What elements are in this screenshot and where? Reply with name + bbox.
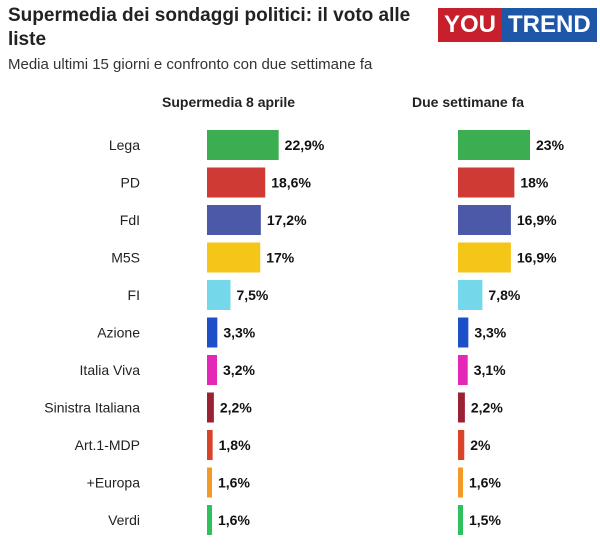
column-header-current: Supermedia 8 aprile <box>162 94 296 110</box>
value-label-previous: 16,9% <box>517 212 557 228</box>
value-label-current: 22,9% <box>285 137 325 153</box>
value-label-current: 3,2% <box>223 362 255 378</box>
value-label-current: 17% <box>266 250 295 266</box>
value-label-current: 2,2% <box>220 400 252 416</box>
bar-current <box>207 355 218 385</box>
value-label-previous: 18% <box>520 175 549 191</box>
bar-current <box>207 430 213 460</box>
value-label-previous: 1,5% <box>469 512 501 528</box>
bar-previous <box>458 130 530 160</box>
bar-current <box>207 392 214 423</box>
bar-current <box>207 280 231 310</box>
bar-current <box>207 205 261 235</box>
category-label: Azione <box>97 325 140 341</box>
value-label-previous: 2,2% <box>471 400 503 416</box>
bar-previous <box>458 430 465 460</box>
bar-current <box>207 467 213 498</box>
category-label: M5S <box>111 250 140 266</box>
bar-previous <box>458 205 511 235</box>
bar-current <box>207 505 213 535</box>
value-label-current: 18,6% <box>271 175 311 191</box>
value-label-previous: 3,1% <box>474 362 506 378</box>
value-label-current: 1,6% <box>218 475 250 491</box>
value-label-current: 3,3% <box>223 325 255 341</box>
bar-current <box>207 130 279 160</box>
column-header-previous: Due settimane fa <box>412 94 525 110</box>
category-label: FdI <box>120 212 140 228</box>
value-label-previous: 16,9% <box>517 250 557 266</box>
value-label-current: 7,5% <box>236 287 268 303</box>
category-label: FI <box>128 287 140 303</box>
value-label-previous: 3,3% <box>474 325 506 341</box>
value-label-previous: 23% <box>536 137 565 153</box>
bar-current <box>207 242 261 273</box>
category-label: PD <box>121 175 140 191</box>
bar-previous <box>458 317 469 348</box>
chart-title: Supermedia dei sondaggi politici: il vot… <box>8 5 411 50</box>
chart-subtitle: Media ultimi 15 giorni e confronto con d… <box>8 56 373 73</box>
bar-current <box>207 317 218 348</box>
category-label: Italia Viva <box>80 362 141 378</box>
value-label-previous: 1,6% <box>469 475 501 491</box>
value-label-current: 1,6% <box>218 512 250 528</box>
logo-part-trend: TREND <box>502 8 597 42</box>
category-label: Sinistra Italiana <box>44 400 140 416</box>
bar-previous <box>458 505 463 535</box>
value-label-current: 17,2% <box>267 212 307 228</box>
category-label: Art.1-MDP <box>75 437 140 453</box>
bar-previous <box>458 167 515 198</box>
bar-current <box>207 167 266 198</box>
category-label: Lega <box>109 137 140 153</box>
bar-previous <box>458 355 468 385</box>
bar-previous <box>458 242 511 273</box>
value-label-previous: 2% <box>470 437 491 453</box>
youtrend-logo: YOU TREND <box>438 8 597 42</box>
bar-previous <box>458 280 483 310</box>
category-label: +Europa <box>87 475 141 491</box>
logo-part-you: YOU <box>438 8 503 42</box>
bar-previous <box>458 467 464 498</box>
value-label-previous: 7,8% <box>488 287 520 303</box>
category-label: Verdi <box>108 512 140 528</box>
value-label-current: 1,8% <box>219 437 251 453</box>
bar-previous <box>458 392 465 423</box>
